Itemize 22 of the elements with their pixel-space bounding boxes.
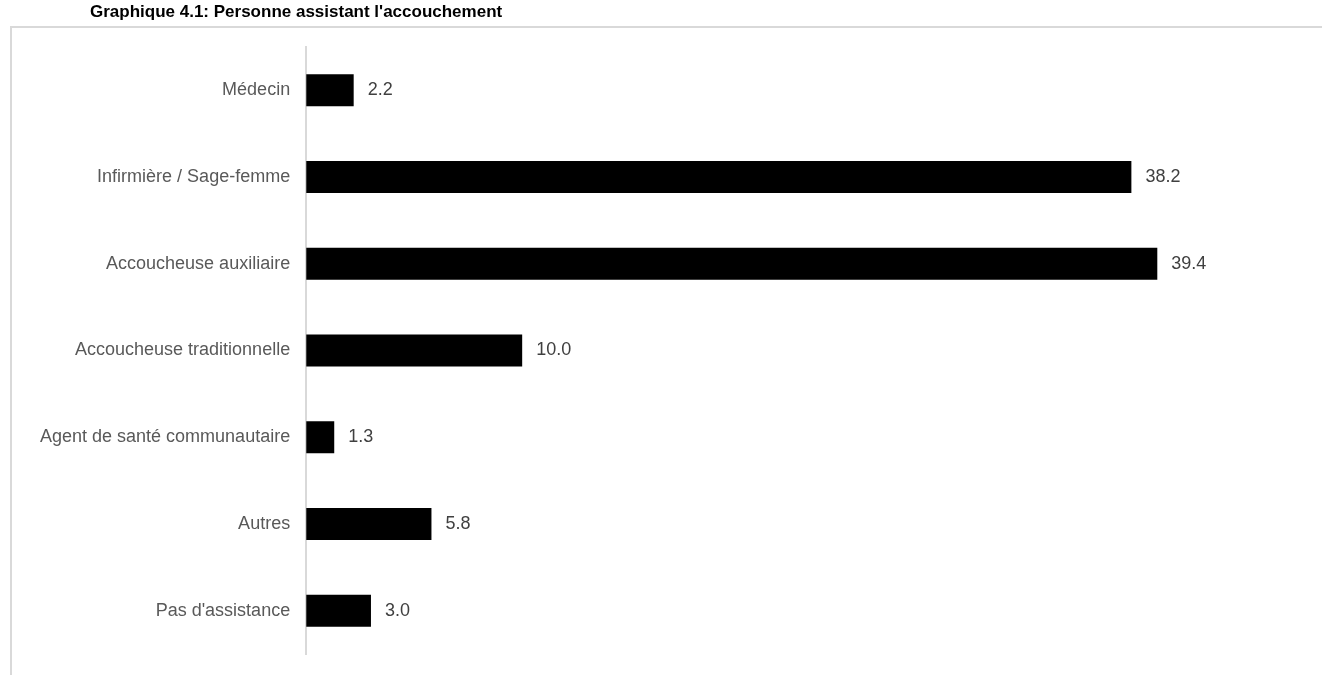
data-label: 5.8 [445,513,471,534]
bar [306,594,371,627]
chart-title: Graphique 4.1: Personne assistant l'accouchement [90,2,503,22]
data-label: 10.0 [536,339,572,360]
y-tick-label: Médecin [222,79,291,100]
data-label: 39.4 [1171,252,1207,273]
y-tick-label: Accoucheuse traditionnelle [75,339,291,360]
bar [306,421,335,454]
y-tick-label: Accoucheuse auxiliaire [106,252,291,273]
bar [306,334,523,367]
data-label: 3.0 [384,599,410,620]
y-tick-label: Agent de santé communautaire [40,426,291,447]
bar [306,247,1158,280]
y-tick-label: Pas d'assistance [155,599,291,620]
data-label: 2.2 [367,79,393,100]
bar [306,74,354,107]
bar [306,160,1132,194]
y-tick-label: Autres [238,513,291,534]
data-label: 38.2 [1145,165,1181,186]
data-label: 1.3 [348,426,374,447]
bar [306,507,432,541]
y-tick-label: Infirmière / Sage-femme [97,165,291,186]
